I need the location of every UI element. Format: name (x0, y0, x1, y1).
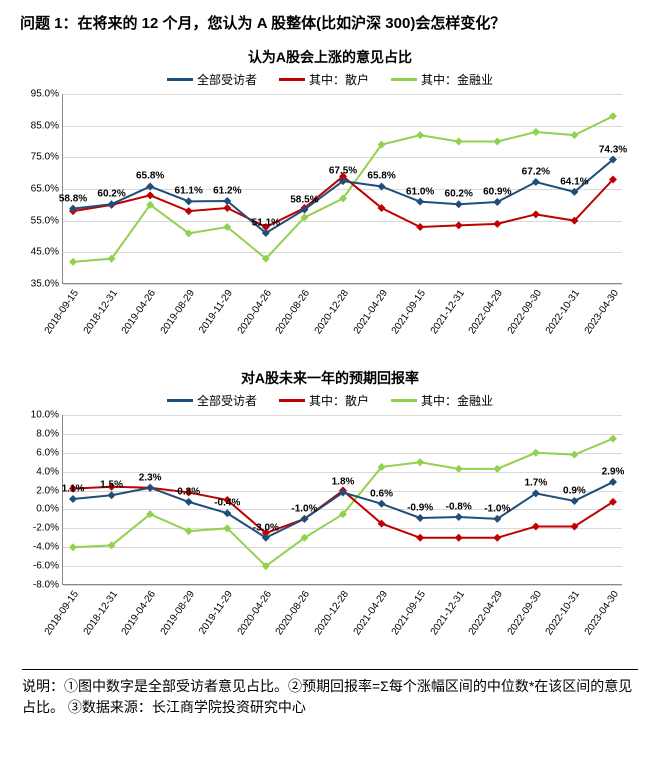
x-tick-label: 2023-04-30 (583, 288, 621, 336)
data-label: 61.0% (406, 186, 434, 197)
x-tick-label: 2022-04-29 (467, 288, 505, 336)
chart-1-title: 认为A股会上涨的意见占比 (20, 47, 640, 67)
x-tick-label: 2020-04-26 (236, 288, 274, 336)
data-label: 64.1% (560, 176, 588, 187)
x-tick-label: 2021-12-31 (428, 589, 466, 637)
x-tick-label: 2021-04-29 (351, 288, 389, 336)
y-tick-label: 2.0% (21, 485, 59, 496)
data-label: 60.9% (483, 187, 511, 198)
data-label: 67.5% (329, 166, 357, 177)
line-series (63, 94, 623, 284)
y-tick-label: 6.0% (21, 447, 59, 458)
chart-2-legend: 全部受访者 其中：散户 其中：金融业 (20, 392, 640, 409)
x-tick-label: 2021-09-15 (390, 589, 428, 637)
data-label: 60.2% (97, 189, 125, 200)
chart-1-plot: 35.0%45.0%55.0%65.0%75.0%85.0%95.0%58.8%… (62, 94, 622, 284)
data-label: 51.1% (252, 218, 280, 229)
x-tick-label: 2019-04-26 (120, 589, 158, 637)
line-series (63, 415, 623, 585)
y-tick-label: -6.0% (21, 561, 59, 572)
x-tick-label: 2023-04-30 (583, 589, 621, 637)
data-label: -0.8% (446, 502, 472, 513)
data-label: 74.3% (599, 144, 627, 155)
x-tick-label: 2022-04-29 (467, 589, 505, 637)
data-label: 58.8% (59, 193, 87, 204)
x-tick-label: 2019-11-29 (197, 288, 235, 336)
x-tick-label: 2020-08-26 (274, 288, 312, 336)
data-label: -0.9% (407, 503, 433, 514)
data-label: -1.0% (291, 503, 317, 514)
x-tick-label: 2022-10-31 (544, 288, 582, 336)
legend-retail: 其中：散户 (279, 71, 369, 88)
question-heading: 问题 1：在将来的 12 个月，您认为 A 股整体(比如沪深 300)会怎样变化… (20, 12, 640, 33)
chart-2-title: 对A股未来一年的预期回报率 (20, 368, 640, 388)
chart-1-legend: 全部受访者 其中：散户 其中：金融业 (20, 71, 640, 88)
data-label: -3.0% (253, 522, 279, 533)
chart-1: 认为A股会上涨的意见占比 全部受访者 其中：散户 其中：金融业 35.0%45.… (20, 47, 640, 356)
y-tick-label: -2.0% (21, 523, 59, 534)
y-tick-label: 65.0% (21, 184, 59, 195)
data-label: 1.5% (100, 480, 123, 491)
x-tick-label: 2020-08-26 (274, 589, 312, 637)
x-tick-label: 2018-09-15 (43, 288, 81, 336)
data-label: 65.8% (136, 171, 164, 182)
chart-2-plot: -8.0%-6.0%-4.0%-2.0%0.0%2.0%4.0%6.0%8.0%… (62, 415, 622, 585)
x-tick-label: 2019-11-29 (197, 589, 235, 637)
y-tick-label: 8.0% (21, 428, 59, 439)
data-label: 61.2% (213, 186, 241, 197)
caption-text: 说明：①图中数字是全部受访者意见占比。②预期回报率=Σ每个涨幅区间的中位数*在该… (22, 669, 638, 718)
y-tick-label: -8.0% (21, 580, 59, 591)
x-tick-label: 2018-12-31 (81, 288, 119, 336)
data-label: 0.8% (177, 486, 200, 497)
data-label: 1.1% (62, 484, 85, 495)
x-tick-label: 2020-04-26 (236, 589, 274, 637)
x-tick-label: 2021-04-29 (351, 589, 389, 637)
data-label: 2.9% (602, 467, 625, 478)
legend-finance: 其中：金融业 (391, 71, 493, 88)
y-tick-label: 85.0% (21, 120, 59, 131)
data-label: 67.2% (522, 167, 550, 178)
data-label: 1.7% (524, 478, 547, 489)
legend-all: 全部受访者 (167, 71, 257, 88)
x-tick-label: 2020-12-28 (313, 288, 351, 336)
y-tick-label: 55.0% (21, 215, 59, 226)
x-tick-label: 2018-09-15 (43, 589, 81, 637)
data-label: -0.4% (214, 498, 240, 509)
data-label: 2.3% (139, 472, 162, 483)
y-tick-label: 95.0% (21, 89, 59, 100)
data-label: 1.8% (332, 477, 355, 488)
y-tick-label: 0.0% (21, 504, 59, 515)
chart-2: 对A股未来一年的预期回报率 全部受访者 其中：散户 其中：金融业 -8.0%-6… (20, 368, 640, 657)
data-label: 60.2% (445, 189, 473, 200)
x-tick-label: 2022-10-31 (544, 589, 582, 637)
x-tick-label: 2022-09-30 (506, 288, 544, 336)
x-tick-label: 2019-04-26 (120, 288, 158, 336)
y-tick-label: 4.0% (21, 466, 59, 477)
chart-2-xaxis: 2018-09-152018-12-312019-04-262019-08-29… (62, 585, 622, 657)
x-tick-label: 2018-12-31 (81, 589, 119, 637)
y-tick-label: 75.0% (21, 152, 59, 163)
data-label: 65.8% (367, 171, 395, 182)
x-tick-label: 2019-08-29 (158, 288, 196, 336)
x-tick-label: 2022-09-30 (506, 589, 544, 637)
data-label: 0.6% (370, 488, 393, 499)
y-tick-label: 45.0% (21, 247, 59, 258)
x-tick-label: 2020-12-28 (313, 589, 351, 637)
legend-finance: 其中：金融业 (391, 392, 493, 409)
x-tick-label: 2021-12-31 (428, 288, 466, 336)
chart-1-xaxis: 2018-09-152018-12-312019-04-262019-08-29… (62, 284, 622, 356)
data-label: 61.1% (175, 186, 203, 197)
data-label: -1.0% (484, 503, 510, 514)
data-label: 58.5% (290, 194, 318, 205)
x-tick-label: 2021-09-15 (390, 288, 428, 336)
y-tick-label: 10.0% (21, 410, 59, 421)
legend-all: 全部受访者 (167, 392, 257, 409)
y-tick-label: 35.0% (21, 279, 59, 290)
legend-retail: 其中：散户 (279, 392, 369, 409)
x-tick-label: 2019-08-29 (158, 589, 196, 637)
y-tick-label: -4.0% (21, 542, 59, 553)
data-label: 0.9% (563, 486, 586, 497)
